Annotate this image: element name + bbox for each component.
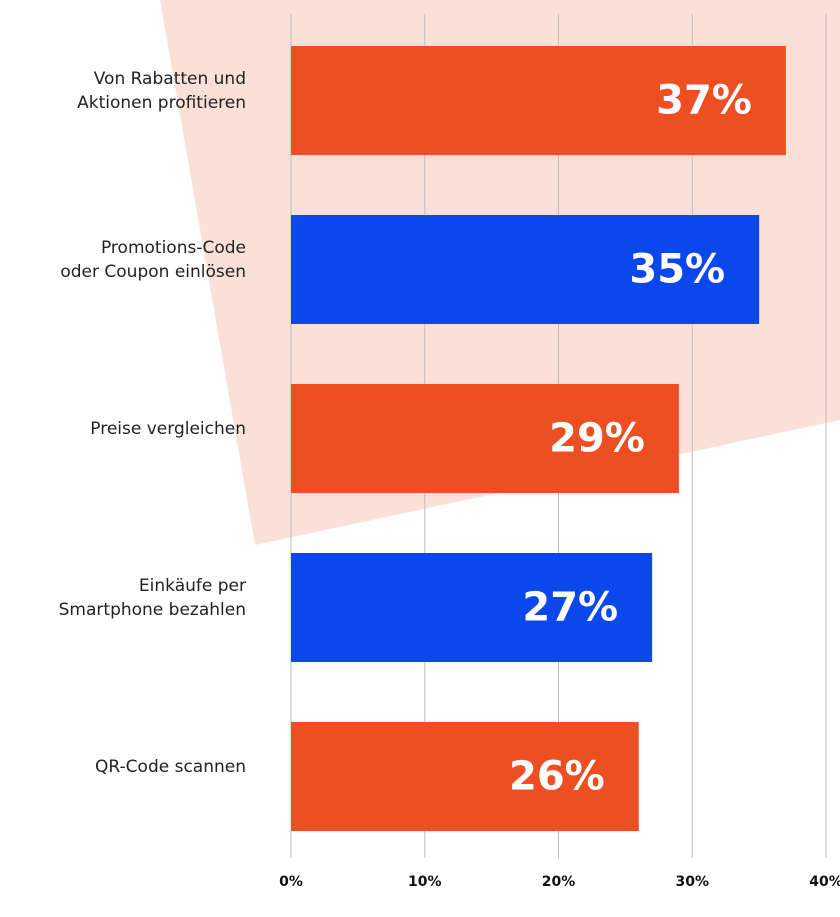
category-label: Von Rabatten und Aktionen profitieren — [77, 68, 246, 113]
value-label: 26% — [509, 754, 605, 800]
value-label: 35% — [629, 247, 725, 293]
x-tick-label: 40% — [809, 874, 840, 890]
x-tick-label: 30% — [675, 874, 709, 890]
category-label: Promotions-Code oder Coupon einlösen — [60, 237, 246, 282]
value-label: 27% — [522, 585, 618, 631]
bar — [291, 384, 679, 493]
category-label: Einkäufe per Smartphone bezahlen — [58, 575, 246, 620]
bar — [291, 46, 786, 155]
category-label: Preise vergleichen — [90, 418, 246, 439]
value-label: 29% — [549, 416, 645, 462]
bar — [291, 722, 639, 831]
x-tick-label: 10% — [408, 874, 442, 890]
bar — [291, 553, 653, 662]
value-label: 37% — [656, 78, 752, 124]
x-tick-label: 0% — [279, 874, 303, 890]
x-tick-label: 20% — [542, 874, 576, 890]
category-label: QR-Code scannen — [95, 756, 246, 777]
bar — [291, 215, 760, 324]
